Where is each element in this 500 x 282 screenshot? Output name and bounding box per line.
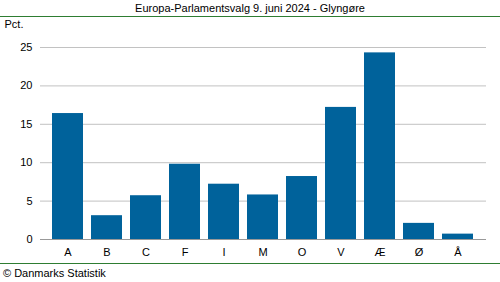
- svg-text:M: M: [258, 246, 267, 258]
- svg-text:V: V: [337, 246, 345, 258]
- svg-text:Pct.: Pct.: [5, 18, 24, 30]
- svg-text:B: B: [103, 246, 110, 258]
- svg-text:5: 5: [26, 195, 32, 207]
- svg-text:O: O: [298, 246, 307, 258]
- svg-text:20: 20: [20, 79, 32, 91]
- svg-text:Å: Å: [454, 246, 462, 258]
- svg-text:15: 15: [20, 118, 32, 130]
- svg-text:A: A: [64, 246, 72, 258]
- svg-text:0: 0: [26, 233, 32, 245]
- svg-text:I: I: [222, 246, 225, 258]
- svg-text:25: 25: [20, 41, 32, 53]
- html-text:Europa-Parlamentsvalg 9. juni: Europa-Parlamentsvalg 9. juni 2024 - Gly…: [135, 2, 365, 14]
- html-text:© Danmarks Statistik: © Danmarks Statistik: [3, 267, 106, 279]
- svg-text:10: 10: [20, 156, 32, 168]
- svg-text:Ø: Ø: [415, 246, 424, 258]
- svg-text:C: C: [142, 246, 150, 258]
- svg-text:Æ: Æ: [375, 246, 386, 258]
- svg-text:F: F: [182, 246, 189, 258]
